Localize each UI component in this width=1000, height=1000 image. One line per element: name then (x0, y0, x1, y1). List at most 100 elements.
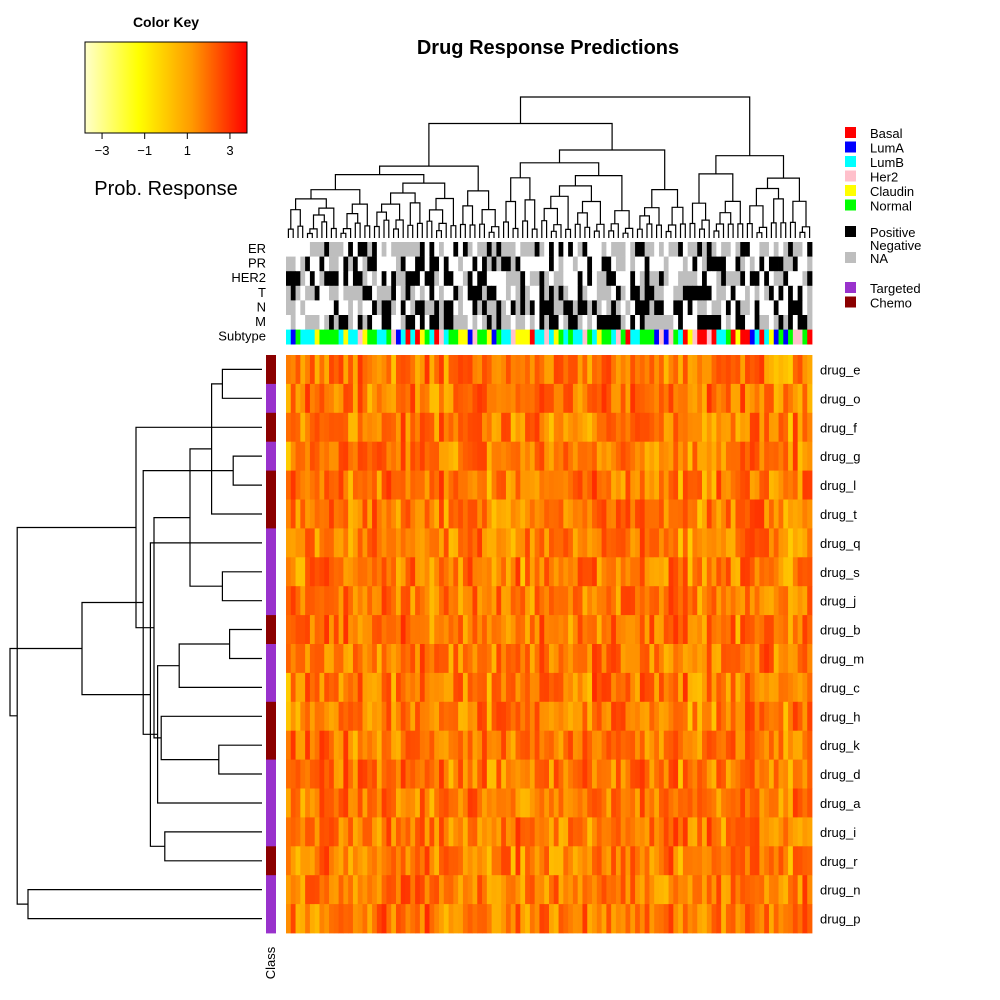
heatmap-cell (382, 413, 387, 442)
subtype-cell (429, 330, 434, 345)
heatmap-cell (673, 789, 678, 818)
status-cell (305, 257, 310, 272)
heatmap-cell (367, 500, 372, 529)
heatmap-cell (759, 817, 764, 846)
status-cell (582, 300, 587, 315)
heatmap-cell (635, 760, 640, 789)
heatmap-cell (396, 789, 401, 818)
heatmap-cell (673, 355, 678, 384)
status-cell (391, 271, 396, 286)
heatmap-cell (324, 644, 329, 673)
status-cell (606, 300, 611, 315)
heatmap-cell (353, 644, 358, 673)
status-cell (296, 271, 301, 286)
heatmap-cell (602, 615, 607, 644)
status-cell (516, 257, 521, 272)
heatmap-cell (626, 615, 631, 644)
heatmap-cell (286, 471, 291, 500)
heatmap-cell (582, 384, 587, 413)
heatmap-cell (582, 471, 587, 500)
heatmap-cell (798, 500, 803, 529)
heatmap-cell (482, 904, 487, 933)
heatmap-cell (391, 384, 396, 413)
status-cell (401, 300, 406, 315)
heatmap-cell (300, 557, 305, 586)
heatmap-cell (716, 702, 721, 731)
heatmap-cell (664, 413, 669, 442)
status-cell (626, 286, 631, 301)
heatmap-cell (798, 817, 803, 846)
subtype-cell (673, 330, 678, 345)
class-bar-cell (266, 760, 276, 789)
heatmap-cell (363, 817, 368, 846)
status-cell (793, 286, 798, 301)
heatmap-cell (401, 615, 406, 644)
status-cell (587, 257, 592, 272)
subtype-cell (759, 330, 764, 345)
heatmap-cell (482, 789, 487, 818)
heatmap-cell (793, 384, 798, 413)
status-cell (343, 286, 348, 301)
status-cell (721, 271, 726, 286)
heatmap-cell (702, 528, 707, 557)
heatmap-cell (559, 644, 564, 673)
heatmap-cell (334, 615, 339, 644)
heatmap-cell (406, 442, 411, 471)
heatmap-cell (669, 615, 674, 644)
heatmap-cell (305, 528, 310, 557)
heatmap-cell (611, 442, 616, 471)
heatmap-cell (654, 846, 659, 875)
heatmap-cell (712, 846, 717, 875)
heatmap-cell (539, 760, 544, 789)
heatmap-cell (300, 471, 305, 500)
heatmap-cell (798, 904, 803, 933)
heatmap-cell (568, 760, 573, 789)
heatmap-cell (453, 644, 458, 673)
heatmap-cell (353, 875, 358, 904)
heatmap-cell (726, 789, 731, 818)
heatmap-cell (363, 528, 368, 557)
heatmap-cell (549, 702, 554, 731)
status-cell (707, 242, 712, 257)
heatmap-cell (439, 500, 444, 529)
heatmap-cell (683, 731, 688, 760)
heatmap-cell (429, 355, 434, 384)
heatmap-cell (635, 789, 640, 818)
heatmap-cell (664, 760, 669, 789)
heatmap-cell (621, 731, 626, 760)
status-cell (735, 315, 740, 330)
heatmap-cell (406, 846, 411, 875)
heatmap-cell (582, 557, 587, 586)
heatmap-cell (305, 442, 310, 471)
heatmap-cell (563, 702, 568, 731)
heatmap-cell (449, 471, 454, 500)
heatmap-cell (544, 875, 549, 904)
heatmap-cell (654, 413, 659, 442)
legend: BasalLumALumBHer2ClaudinNormalPositiveNe… (845, 126, 921, 311)
heatmap-cell (358, 442, 363, 471)
status-cell (740, 257, 745, 272)
heatmap-cell (334, 586, 339, 615)
heatmap-cell (382, 731, 387, 760)
heatmap-cell (487, 384, 492, 413)
heatmap-cell (626, 673, 631, 702)
status-cell (611, 242, 616, 257)
heatmap-cell (449, 702, 454, 731)
status-cell (539, 286, 544, 301)
heatmap-cell (702, 760, 707, 789)
status-cell (563, 271, 568, 286)
heatmap-cell (745, 442, 750, 471)
heatmap-cell (707, 528, 712, 557)
heatmap-cell (769, 702, 774, 731)
status-cell (735, 271, 740, 286)
status-cell (415, 242, 420, 257)
subtype-cell (401, 330, 406, 345)
heatmap-cell (616, 846, 621, 875)
heatmap-cell (640, 817, 645, 846)
status-cell (568, 257, 573, 272)
heatmap-cell (310, 644, 315, 673)
status-cell (563, 300, 568, 315)
heatmap-cell (544, 586, 549, 615)
status-cell (783, 315, 788, 330)
heatmap-cell (348, 442, 353, 471)
